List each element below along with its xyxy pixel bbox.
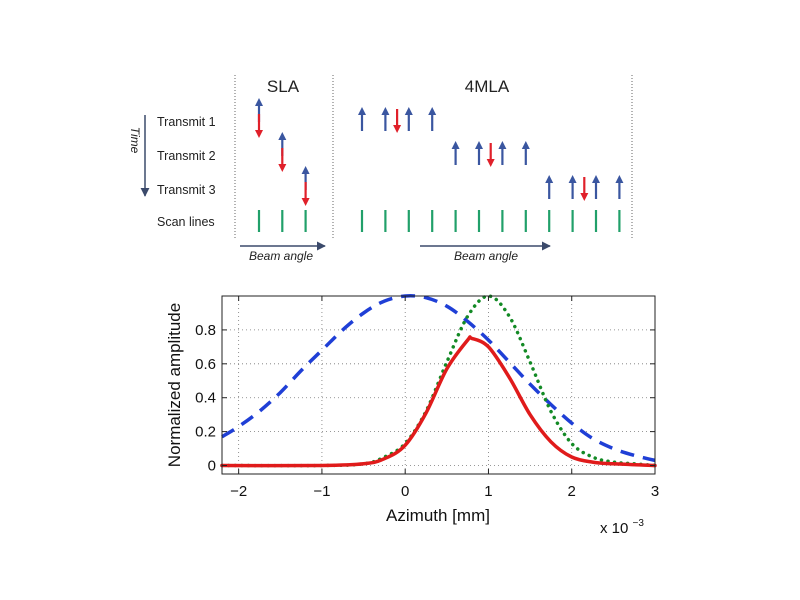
sla-beam-angle-label: Beam angle xyxy=(249,249,313,263)
mla-receive-arrow xyxy=(428,107,437,131)
x-tick-label: 1 xyxy=(484,483,492,500)
mla-receive-arrow xyxy=(521,141,530,165)
mla-receive-arrow xyxy=(451,141,460,165)
mla-receive-arrow xyxy=(592,175,600,199)
x-axis-label: Azimuth [mm] xyxy=(386,506,490,525)
mla-beam-angle-label: Beam angle xyxy=(454,249,518,263)
y-axis-label: Normalized amplitude xyxy=(165,303,184,467)
x-multiplier-exponent: −3 xyxy=(633,518,645,529)
mla-transmit-arrow xyxy=(393,109,402,133)
x-tick-label: −1 xyxy=(313,483,330,500)
series-dotted-line xyxy=(220,294,657,468)
series-dashed-line xyxy=(221,294,656,463)
diagram-marks xyxy=(255,98,624,232)
mla-receive-arrow xyxy=(568,175,577,199)
series-solid-line xyxy=(220,335,657,468)
mla-transmit-arrow xyxy=(580,177,589,201)
x-tick-label: −2 xyxy=(230,483,247,500)
row-label-transmit-1: Transmit 1 xyxy=(157,115,216,129)
y-tick-label: 0.8 xyxy=(195,322,216,339)
row-label-transmit-2: Transmit 2 xyxy=(157,149,216,163)
mla-receive-arrow xyxy=(545,175,554,199)
beam-profile-chart: −2 −1 0 1 2 3 0 0.2 0.4 0.6 0.8 Azimuth [mm] Norma… xyxy=(165,294,659,537)
mla-receive-arrow xyxy=(404,107,413,131)
sla-transmit-arrow xyxy=(255,114,263,138)
x-tick-label: 2 xyxy=(568,483,576,500)
sla-title: SLA xyxy=(267,77,300,96)
sla-transmit-arrow xyxy=(278,148,287,172)
x-multiplier-label: x 10 −3 xyxy=(600,518,644,537)
sla-transmit-arrow xyxy=(301,182,310,206)
mla-receive-arrow xyxy=(358,107,366,131)
mla-receive-arrow xyxy=(498,141,507,165)
time-label: Time xyxy=(128,127,142,154)
x-tick-label: 3 xyxy=(651,483,659,500)
mla-receive-arrow xyxy=(381,107,390,131)
mla-receive-arrow xyxy=(615,175,624,199)
mla-receive-arrow xyxy=(475,141,483,165)
y-tick-label: 0 xyxy=(208,458,216,475)
mla-title: 4MLA xyxy=(465,77,510,96)
chart-ticks: −2 −1 0 1 2 3 0 0.2 0.4 0.6 0.8 xyxy=(195,296,659,500)
y-tick-label: 0.2 xyxy=(195,424,216,441)
y-tick-label: 0.4 xyxy=(195,390,216,407)
chart-series xyxy=(220,294,657,468)
y-tick-label: 0.6 xyxy=(195,356,216,373)
beam-diagram: SLA 4MLA Transmit 1 Transmit 2 Transmit … xyxy=(128,75,633,263)
x-tick-label: 0 xyxy=(401,483,409,500)
row-label-transmit-3: Transmit 3 xyxy=(157,183,216,197)
x-multiplier-base: x 10 xyxy=(600,520,628,537)
mla-transmit-arrow xyxy=(486,143,495,167)
plot-frame xyxy=(221,295,656,475)
row-label-scan-lines: Scan lines xyxy=(157,215,215,229)
